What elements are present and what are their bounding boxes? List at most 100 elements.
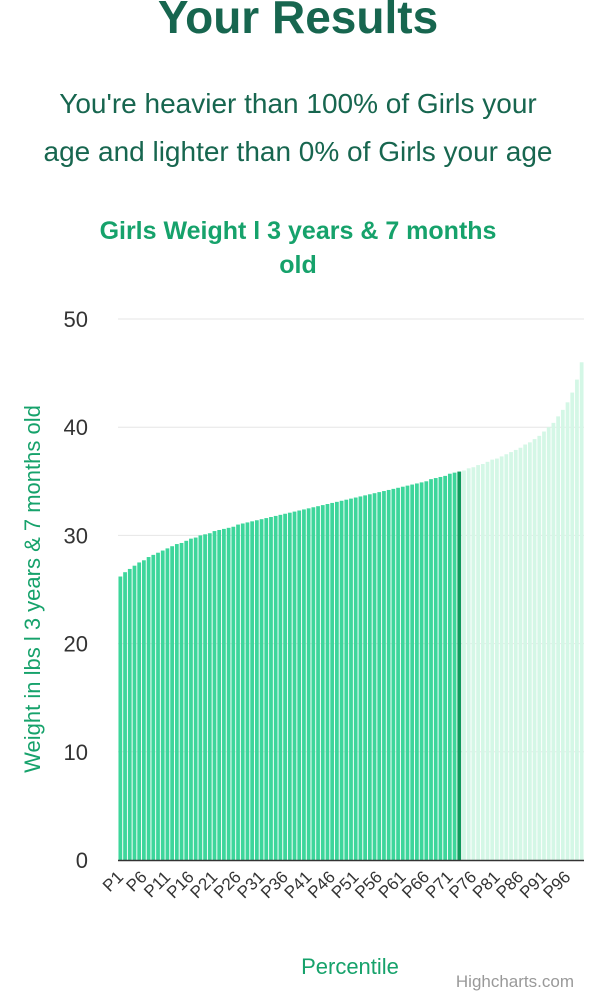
bar-P11[interactable] <box>165 548 170 860</box>
bar-P34[interactable] <box>273 515 278 860</box>
bar-P3[interactable] <box>127 568 132 860</box>
bar-P95[interactable] <box>560 409 565 860</box>
bar-P57[interactable] <box>382 491 386 860</box>
bar-P15[interactable] <box>184 540 189 860</box>
bar-P86[interactable] <box>518 447 523 860</box>
bar-P30[interactable] <box>254 520 259 860</box>
bar-P6[interactable] <box>142 560 146 860</box>
bar-P29[interactable] <box>250 521 255 860</box>
bar-P5[interactable] <box>137 562 142 860</box>
bar-P41[interactable] <box>306 508 311 860</box>
bar-P43[interactable] <box>316 506 320 860</box>
bar-P21[interactable] <box>212 531 217 860</box>
bar-P31[interactable] <box>259 519 264 860</box>
bar-P40[interactable] <box>302 509 306 860</box>
bar-P90[interactable] <box>537 435 542 860</box>
bar-P89[interactable] <box>532 439 537 860</box>
bar-P92[interactable] <box>546 427 551 860</box>
bar-P99[interactable] <box>579 362 584 860</box>
bar-P44[interactable] <box>320 505 325 860</box>
bar-P27[interactable] <box>240 523 245 860</box>
bar-P71[interactable] <box>447 473 452 860</box>
bar-P83[interactable] <box>504 454 509 860</box>
bar-P64[interactable] <box>415 483 419 860</box>
bar-P19[interactable] <box>203 534 207 860</box>
bar-P76[interactable] <box>471 467 476 860</box>
bar-P52[interactable] <box>358 496 363 860</box>
bar-P45[interactable] <box>325 504 330 860</box>
bar-P58[interactable] <box>386 489 391 860</box>
bar-P26[interactable] <box>236 524 240 860</box>
bar-P61[interactable] <box>400 486 405 860</box>
bar-P60[interactable] <box>396 487 400 860</box>
bar-P91[interactable] <box>542 431 546 860</box>
bar-P54[interactable] <box>367 494 372 860</box>
bar-P75[interactable] <box>466 468 471 860</box>
bar-P36[interactable] <box>283 513 287 860</box>
bar-P20[interactable] <box>207 533 212 860</box>
bar-P38[interactable] <box>292 511 297 860</box>
bar-P55[interactable] <box>372 493 377 860</box>
bar-P59[interactable] <box>391 488 396 860</box>
bar-P18[interactable] <box>198 535 203 860</box>
bar-P35[interactable] <box>278 514 283 860</box>
bar-P12[interactable] <box>170 546 175 860</box>
bar-P50[interactable] <box>349 498 353 860</box>
bar-P62[interactable] <box>405 485 410 860</box>
bar-P23[interactable] <box>222 528 226 860</box>
bar-P46[interactable] <box>330 502 335 860</box>
bar-P74[interactable] <box>462 470 466 860</box>
bar-P70[interactable] <box>443 475 448 860</box>
bar-P69[interactable] <box>438 476 443 860</box>
bar-P80[interactable] <box>490 459 495 860</box>
bar-P72[interactable] <box>452 472 457 860</box>
bar-P25[interactable] <box>231 526 236 860</box>
bar-P2[interactable] <box>123 572 127 860</box>
bar-P85[interactable] <box>513 449 518 860</box>
bar-P33[interactable] <box>269 517 273 860</box>
bar-P93[interactable] <box>551 422 556 860</box>
bar-P96[interactable] <box>565 402 570 860</box>
bar-P79[interactable] <box>485 461 490 860</box>
bar-P32[interactable] <box>264 518 269 860</box>
bar-P16[interactable] <box>189 538 193 860</box>
bar-P68[interactable] <box>433 478 438 860</box>
highcharts-credits[interactable]: Highcharts.com <box>455 972 574 991</box>
bar-P24[interactable] <box>226 527 231 860</box>
bar-P82[interactable] <box>499 456 504 860</box>
bar-P14[interactable] <box>179 542 184 860</box>
bar-P4[interactable] <box>132 565 137 860</box>
bar-P77[interactable] <box>476 465 480 860</box>
bar-P56[interactable] <box>377 492 382 860</box>
bar-P81[interactable] <box>495 458 499 860</box>
bar-P47[interactable] <box>334 501 339 860</box>
bar-P17[interactable] <box>193 537 198 860</box>
bar-P78[interactable] <box>480 463 485 860</box>
bar-P66[interactable] <box>424 481 429 860</box>
bar-P48[interactable] <box>339 500 344 860</box>
bar-P88[interactable] <box>527 442 532 860</box>
bar-P28[interactable] <box>245 522 250 860</box>
bar-P37[interactable] <box>287 512 292 860</box>
bar-P10[interactable] <box>160 550 165 860</box>
bar-P97[interactable] <box>570 392 575 860</box>
bar-P98[interactable] <box>575 379 579 860</box>
bar-P8[interactable] <box>151 554 156 860</box>
bar-P87[interactable] <box>523 444 528 860</box>
bar-P53[interactable] <box>363 495 368 860</box>
bar-P65[interactable] <box>419 482 424 860</box>
bar-P73[interactable] <box>457 471 462 860</box>
bar-P39[interactable] <box>297 510 302 860</box>
bar-P42[interactable] <box>311 507 316 860</box>
bar-P94[interactable] <box>556 416 560 860</box>
bar-P22[interactable] <box>217 529 222 860</box>
bar-P1[interactable] <box>118 576 123 860</box>
bar-P84[interactable] <box>509 452 513 860</box>
bar-P67[interactable] <box>429 479 433 860</box>
bar-P7[interactable] <box>146 557 151 860</box>
bar-P9[interactable] <box>156 552 160 860</box>
bar-P51[interactable] <box>353 497 358 860</box>
bar-P13[interactable] <box>174 544 179 860</box>
bar-P63[interactable] <box>410 484 415 860</box>
bar-P49[interactable] <box>344 499 349 860</box>
